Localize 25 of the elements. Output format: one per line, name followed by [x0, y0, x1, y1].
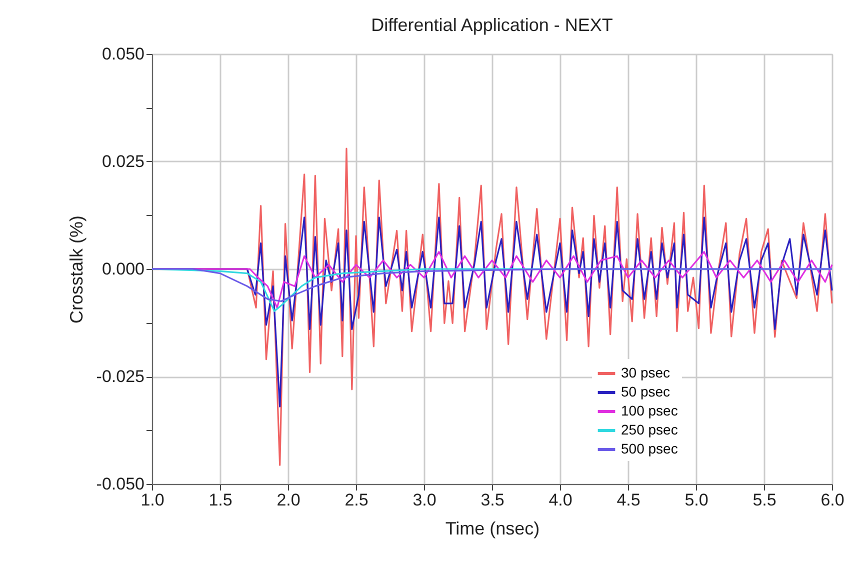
x-axis-title: Time (nsec): [445, 518, 540, 538]
x-tick-label: 4.0: [548, 490, 572, 510]
legend-label: 50 psec: [621, 384, 670, 400]
legend-label: 500 psec: [621, 440, 678, 456]
legend-label: 100 psec: [621, 402, 678, 418]
x-tick-label: 3.5: [480, 490, 504, 510]
y-tick-label: 0.025: [102, 152, 144, 171]
y-axis-title: Crosstalk (%): [66, 215, 86, 324]
legend-label: 250 psec: [621, 422, 678, 438]
y-tick-label: -0.050: [96, 474, 144, 494]
x-tick-label: 1.0: [140, 490, 164, 510]
x-tick-label: 5.5: [752, 490, 776, 510]
y-tick-label: 0.000: [102, 260, 144, 278]
x-tick-label: 2.5: [344, 490, 368, 510]
chart-title: Differential Application - NEXT: [371, 15, 613, 35]
line-series: [151, 268, 833, 302]
x-tick-label: 2.0: [276, 490, 300, 510]
x-tick-label: 3.0: [412, 490, 436, 510]
x-tick-label: 1.5: [208, 490, 232, 510]
x-tick-label: 5.0: [684, 490, 708, 510]
y-tick-label: 0.050: [102, 44, 144, 64]
y-tick-label: -0.025: [96, 367, 144, 386]
x-tick-label: 4.5: [616, 490, 640, 510]
x-tick-label: 6.0: [820, 490, 844, 510]
legend-label: 30 psec: [621, 364, 670, 380]
